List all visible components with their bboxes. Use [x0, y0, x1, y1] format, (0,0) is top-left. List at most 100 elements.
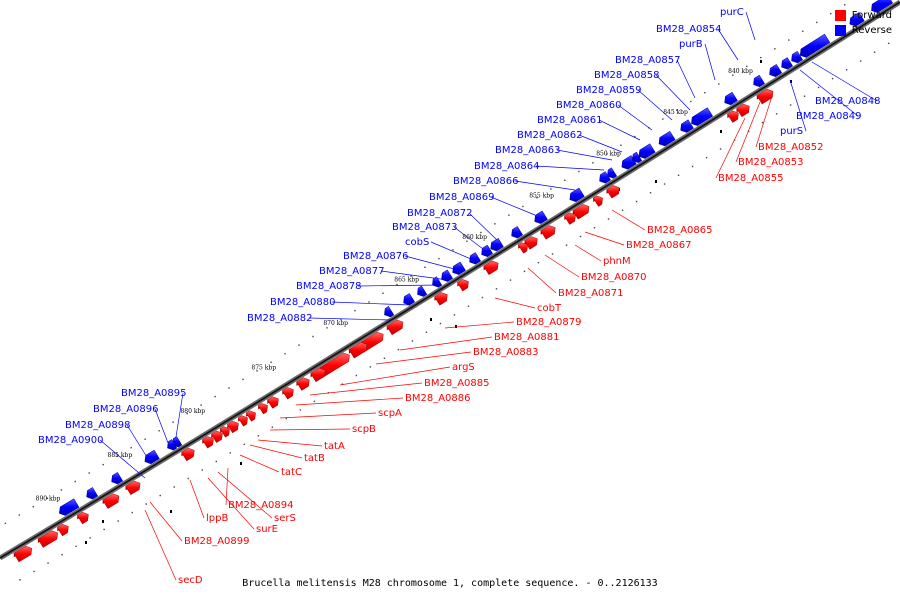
reverse-gene-bm28-a0880[interactable]: [403, 293, 416, 306]
reverse-gene-bm28-a0900[interactable]: [59, 498, 80, 516]
gene-label-bm28-a0886[interactable]: BM28_A0886: [405, 393, 471, 404]
gene-label-bm28-a0900[interactable]: BM28_A0900: [38, 435, 104, 446]
forward-gene-unlabeled[interactable]: [348, 341, 368, 359]
forward-gene-bm28-a0879[interactable]: [434, 292, 448, 306]
reverse-gene-unlabeled[interactable]: [632, 151, 643, 163]
gene-label-bm28-a0898[interactable]: BM28_A0898: [65, 420, 131, 431]
reverse-gene-unlabeled[interactable]: [86, 487, 99, 500]
forward-gene-unlabeled[interactable]: [56, 523, 69, 537]
forward-gene-bm28-a0870[interactable]: [540, 225, 556, 240]
gene-label-bm28-a0872[interactable]: BM28_A0872: [407, 208, 473, 219]
forward-gene-tata[interactable]: [245, 410, 256, 422]
reverse-gene-bm28-a0876[interactable]: [452, 261, 466, 275]
gene-label-bm28-a0883[interactable]: BM28_A0883: [473, 347, 539, 358]
gene-label-bm28-a0873[interactable]: BM28_A0873: [392, 222, 458, 233]
forward-gene-bm28-a0894[interactable]: [219, 426, 230, 438]
forward-gene-unlabeled[interactable]: [125, 480, 141, 496]
gene-label-bm28-a0861[interactable]: BM28_A0861: [537, 115, 603, 126]
forward-gene-bm28-a0881[interactable]: [386, 319, 404, 336]
forward-gene-bm28-a0867[interactable]: [572, 204, 590, 220]
gene-label-bm28-a0855[interactable]: BM28_A0855: [718, 173, 784, 184]
gene-label-bm28-a0862[interactable]: BM28_A0862: [517, 130, 583, 141]
forward-gene-unlabeled[interactable]: [310, 367, 326, 383]
forward-gene-tatb[interactable]: [237, 415, 248, 427]
forward-gene-lppb[interactable]: [181, 447, 195, 462]
gene-label-bm28-a0885[interactable]: BM28_A0885: [424, 378, 490, 389]
reverse-gene-bm28-a0861[interactable]: [638, 143, 656, 159]
gene-label-bm28-a0895[interactable]: BM28_A0895: [121, 388, 187, 399]
reverse-gene-bm28-a0860[interactable]: [658, 130, 676, 147]
gene-label-lppb[interactable]: lppB: [206, 513, 228, 524]
gene-label-bm28-a0849[interactable]: BM28_A0849: [796, 111, 862, 122]
gene-label-bm28-a0894[interactable]: BM28_A0894: [228, 500, 294, 511]
gene-label-phnm[interactable]: phnM: [603, 256, 631, 267]
gene-label-bm28-a0858[interactable]: BM28_A0858: [594, 70, 660, 81]
reverse-gene-purb[interactable]: [753, 74, 765, 88]
gene-label-scpa[interactable]: scpA: [378, 408, 402, 419]
reverse-gene-purc[interactable]: [799, 33, 831, 58]
gene-label-bm28-a0879[interactable]: BM28_A0879: [516, 317, 582, 328]
forward-gene-bm28-a0899[interactable]: [102, 493, 120, 509]
reverse-gene-bm28-a0873[interactable]: [481, 244, 494, 257]
gene-label-bm28-a0878[interactable]: BM28_A0878: [296, 281, 362, 292]
reverse-gene-unlabeled[interactable]: [849, 12, 865, 27]
gene-label-bm28-a0877[interactable]: BM28_A0877: [319, 266, 385, 277]
gene-label-tatc[interactable]: tatC: [281, 467, 302, 478]
gene-label-sers[interactable]: serS: [274, 513, 296, 524]
gene-label-bm28-a0899[interactable]: BM28_A0899: [184, 536, 250, 547]
forward-gene-sure[interactable]: [201, 436, 214, 449]
gene-label-cobs[interactable]: cobS: [405, 237, 429, 248]
reverse-gene-bm28-a0878[interactable]: [432, 276, 443, 288]
gene-label-cobt[interactable]: cobT: [537, 303, 562, 314]
gene-label-bm28-a0863[interactable]: BM28_A0863: [495, 145, 561, 156]
reverse-gene-cobs[interactable]: [469, 252, 482, 265]
reverse-gene-bm28-a0898[interactable]: [144, 449, 160, 465]
reverse-gene-bm28-a0864[interactable]: [599, 171, 611, 184]
forward-gene-secd[interactable]: [76, 511, 89, 525]
reverse-gene-bm28-a0858[interactable]: [691, 107, 714, 126]
reverse-gene-bm28-a0863[interactable]: [607, 167, 618, 179]
forward-gene-unlabeled[interactable]: [37, 530, 58, 548]
gene-label-purs[interactable]: purS: [780, 126, 803, 137]
forward-gene-unlabeled[interactable]: [13, 545, 33, 563]
reverse-gene-bm28-a0877[interactable]: [441, 269, 454, 282]
gene-label-scpb[interactable]: scpB: [352, 424, 376, 435]
gene-label-bm28-a0876[interactable]: BM28_A0876: [343, 251, 409, 262]
reverse-gene-bm28-a0857[interactable]: [724, 91, 738, 106]
forward-gene-bm28-a0871[interactable]: [524, 236, 538, 250]
reverse-gene-purs[interactable]: [772, 64, 783, 76]
gene-label-purb[interactable]: purB: [679, 39, 703, 50]
gene-label-bm28-a0864[interactable]: BM28_A0864: [474, 161, 540, 172]
forward-gene-scpb[interactable]: [257, 403, 268, 415]
gene-label-bm28-a0859[interactable]: BM28_A0859: [576, 85, 642, 96]
reverse-gene-unlabeled[interactable]: [871, 0, 894, 13]
gene-label-bm28-a0880[interactable]: BM28_A0880: [270, 297, 336, 308]
gene-label-args[interactable]: argS: [452, 362, 475, 373]
gene-label-bm28-a0865[interactable]: BM28_A0865: [647, 225, 713, 236]
forward-gene-sers[interactable]: [210, 430, 223, 443]
reverse-gene-bm28-a0896[interactable]: [167, 439, 178, 451]
gene-label-bm28-a0857[interactable]: BM28_A0857: [615, 55, 681, 66]
gene-label-bm28-a0852[interactable]: BM28_A0852: [758, 142, 824, 153]
forward-gene-bm28-a0853[interactable]: [736, 103, 750, 118]
reverse-gene-bm28-a0859[interactable]: [680, 119, 694, 133]
gene-label-bm28-a0866[interactable]: BM28_A0866: [453, 176, 519, 187]
forward-gene-bm28-a0852[interactable]: [756, 88, 774, 105]
gene-label-bm28-a0869[interactable]: BM28_A0869: [429, 192, 495, 203]
reverse-gene-bm28-a0849[interactable]: [781, 57, 793, 70]
gene-label-bm28-a0870[interactable]: BM28_A0870: [581, 272, 647, 283]
reverse-gene-bm28-a0872[interactable]: [490, 237, 504, 252]
gene-label-bm28-a0848[interactable]: BM28_A0848: [815, 96, 881, 107]
forward-gene-tatc[interactable]: [226, 420, 239, 434]
reverse-gene-unlabeled[interactable]: [511, 226, 524, 239]
reverse-gene-bm28-a0848[interactable]: [791, 50, 803, 64]
gene-label-bm28-a0860[interactable]: BM28_A0860: [556, 100, 622, 111]
forward-gene-unlabeled[interactable]: [592, 195, 603, 207]
gene-label-bm28-a0853[interactable]: BM28_A0853: [738, 157, 804, 168]
forward-gene-unlabeled[interactable]: [456, 279, 469, 292]
gene-label-sure[interactable]: surE: [256, 524, 278, 535]
forward-gene-unlabeled[interactable]: [517, 242, 528, 254]
gene-label-tata[interactable]: tatA: [324, 441, 345, 452]
reverse-gene-unlabeled[interactable]: [111, 472, 124, 485]
reverse-gene-bm28-a0869[interactable]: [534, 210, 548, 224]
